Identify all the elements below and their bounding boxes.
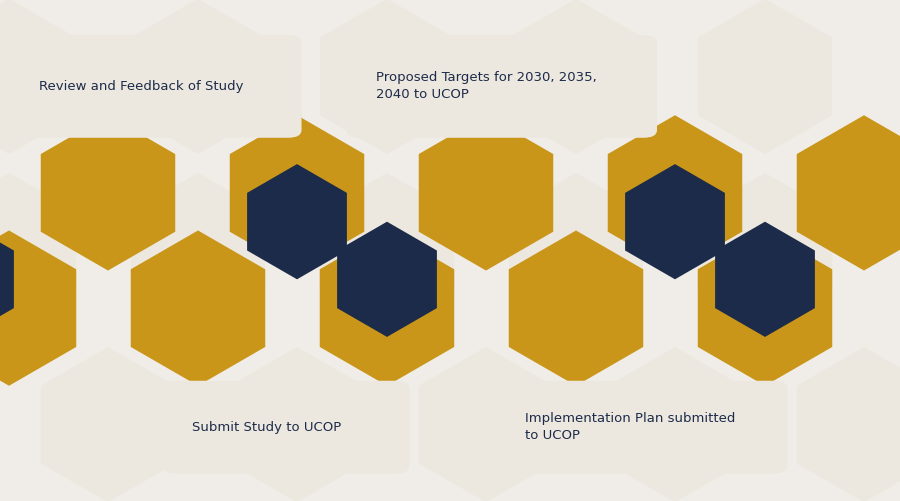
Polygon shape [0,0,76,154]
Polygon shape [230,347,364,501]
Polygon shape [338,221,436,337]
Polygon shape [0,230,76,386]
Polygon shape [508,230,644,386]
Polygon shape [130,230,266,386]
Polygon shape [608,115,742,271]
Polygon shape [508,173,644,328]
Polygon shape [40,115,176,271]
FancyBboxPatch shape [346,35,657,138]
Text: Implementation Plan submitted
to UCOP: Implementation Plan submitted to UCOP [525,412,735,442]
Polygon shape [508,0,644,154]
FancyBboxPatch shape [162,381,410,473]
Polygon shape [796,115,900,271]
Polygon shape [698,230,832,386]
Polygon shape [320,0,454,154]
FancyBboxPatch shape [495,381,788,473]
Polygon shape [716,221,814,337]
Polygon shape [0,173,76,328]
Polygon shape [320,173,454,328]
Text: Proposed Targets for 2030, 2035,
2040 to UCOP: Proposed Targets for 2030, 2035, 2040 to… [376,72,597,101]
Polygon shape [796,347,900,501]
Polygon shape [320,230,454,386]
Polygon shape [130,173,266,328]
Polygon shape [608,347,742,501]
Polygon shape [626,164,725,280]
Polygon shape [130,0,266,154]
Text: Submit Study to UCOP: Submit Study to UCOP [192,421,341,433]
Polygon shape [40,347,176,501]
Polygon shape [698,0,832,154]
Polygon shape [0,221,14,337]
Polygon shape [698,173,832,328]
Polygon shape [230,115,364,271]
Text: Review and Feedback of Study: Review and Feedback of Study [39,80,243,93]
Polygon shape [418,347,554,501]
FancyBboxPatch shape [9,35,302,138]
Polygon shape [418,115,554,271]
Polygon shape [248,164,346,280]
